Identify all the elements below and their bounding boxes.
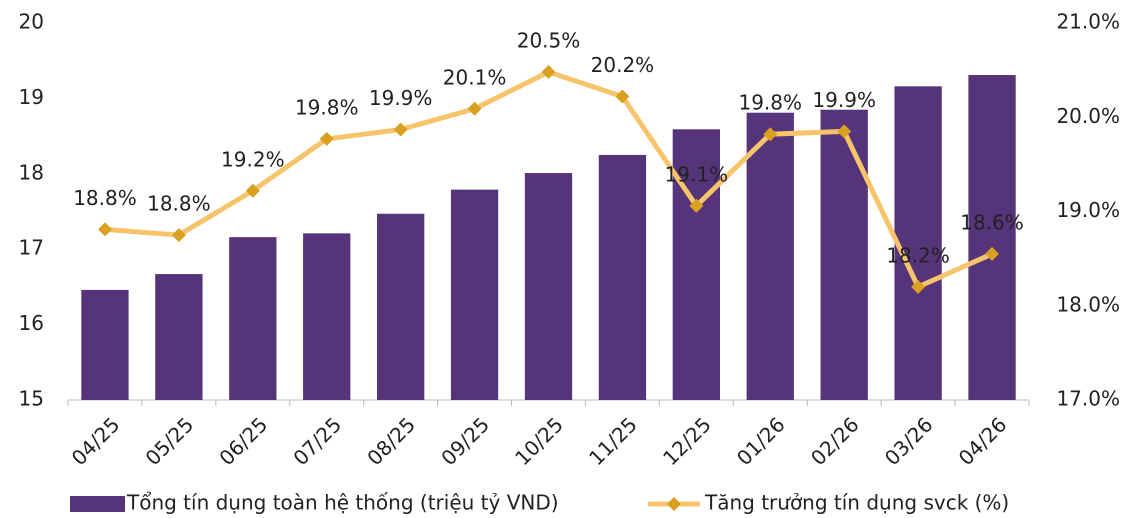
x-tick-label: 01/26 bbox=[732, 412, 790, 470]
y-tick-label: 15 bbox=[19, 387, 44, 411]
data-label: 18.8% bbox=[147, 192, 211, 216]
bar bbox=[81, 289, 129, 400]
bar bbox=[820, 109, 868, 401]
y2-tick-label: 20.0% bbox=[1056, 104, 1120, 128]
marker bbox=[541, 65, 556, 80]
data-label: 19.1% bbox=[665, 162, 729, 186]
data-label: 20.5% bbox=[517, 29, 581, 53]
bar bbox=[894, 86, 942, 400]
data-label: 18.8% bbox=[73, 186, 137, 210]
marker bbox=[763, 127, 778, 142]
marker bbox=[985, 246, 1000, 261]
y-tick-label: 19 bbox=[19, 85, 44, 109]
data-label: 19.8% bbox=[295, 95, 359, 119]
x-tick-label: 05/25 bbox=[141, 412, 199, 470]
marker bbox=[615, 89, 630, 104]
marker bbox=[837, 124, 852, 139]
bar bbox=[229, 237, 277, 400]
bar bbox=[524, 173, 573, 400]
x-tick-label: 12/25 bbox=[658, 412, 716, 470]
x-tick-label: 07/25 bbox=[288, 412, 346, 470]
x-tick-label: 09/25 bbox=[436, 412, 494, 470]
marker bbox=[245, 183, 260, 198]
x-tick-label: 08/25 bbox=[362, 412, 420, 470]
y2-tick-label: 18.0% bbox=[1056, 292, 1120, 316]
bar bbox=[376, 213, 425, 400]
marker bbox=[689, 198, 704, 213]
bar bbox=[672, 129, 721, 400]
marker bbox=[97, 222, 112, 237]
data-label: 20.1% bbox=[443, 65, 507, 89]
legend-label: Tổng tín dụng toàn hệ thống (triệu tỷ VN… bbox=[126, 491, 559, 515]
y-tick-label: 16 bbox=[19, 311, 44, 335]
bar bbox=[746, 112, 794, 400]
data-label: 19.9% bbox=[812, 88, 876, 112]
data-label: 19.8% bbox=[738, 91, 802, 115]
marker bbox=[393, 122, 408, 137]
bar bbox=[303, 233, 351, 400]
y2-tick-label: 19.0% bbox=[1056, 198, 1120, 222]
bar bbox=[155, 274, 203, 400]
x-tick-label: 02/26 bbox=[806, 412, 864, 470]
x-tick-label: 10/25 bbox=[510, 412, 568, 470]
x-tick-label: 04/26 bbox=[954, 412, 1012, 470]
x-tick-label: 06/25 bbox=[215, 412, 273, 470]
marker bbox=[467, 101, 482, 116]
y2-tick-label: 21.0% bbox=[1056, 10, 1120, 34]
data-label: 19.2% bbox=[221, 147, 285, 171]
y-tick-label: 18 bbox=[19, 160, 44, 184]
x-tick-label: 03/26 bbox=[880, 412, 938, 470]
data-label: 18.6% bbox=[960, 210, 1024, 234]
x-tick-label: 11/25 bbox=[584, 412, 642, 470]
legend-swatch bbox=[70, 496, 125, 512]
marker bbox=[171, 228, 186, 243]
data-label: 20.2% bbox=[591, 53, 655, 77]
y-tick-label: 20 bbox=[19, 10, 44, 34]
marker bbox=[319, 131, 334, 146]
data-label: 19.9% bbox=[369, 86, 433, 110]
y-tick-label: 17 bbox=[19, 236, 44, 260]
bar bbox=[450, 189, 499, 400]
marker bbox=[911, 279, 926, 294]
x-tick-label: 04/25 bbox=[67, 412, 125, 470]
y2-tick-label: 17.0% bbox=[1056, 387, 1120, 411]
legend-marker bbox=[667, 497, 681, 511]
bar bbox=[598, 154, 647, 400]
legend-label: Tăng trưởng tín dụng svck (%) bbox=[704, 491, 1009, 515]
bar bbox=[968, 75, 1016, 400]
data-label: 18.2% bbox=[886, 243, 950, 267]
